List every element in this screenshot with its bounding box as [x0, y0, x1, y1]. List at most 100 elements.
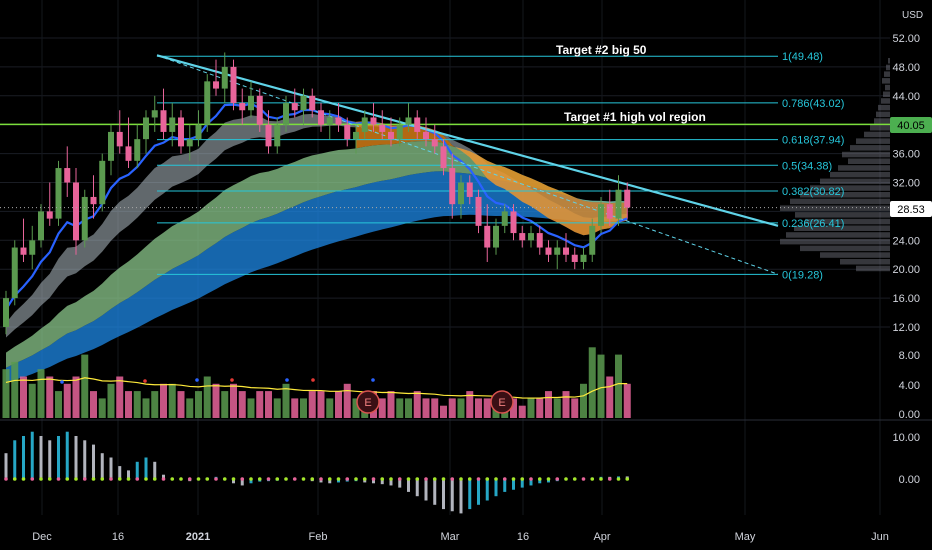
volume-profile-bar	[800, 245, 890, 252]
main-trendline	[156, 54, 779, 227]
volume-bar	[107, 383, 115, 418]
candle-body	[221, 66, 228, 89]
fib-level-label: 0.786(43.02)	[782, 98, 844, 110]
candle-body	[256, 95, 263, 125]
volume-bar	[553, 398, 561, 418]
volume-bar	[518, 405, 526, 418]
zero-dot	[109, 477, 113, 481]
earnings-marker-label: E	[498, 397, 505, 409]
candle-body	[55, 168, 62, 219]
price-tick-label: 24.00	[892, 235, 920, 247]
volume-profile-bar	[886, 64, 890, 71]
volume-bar	[387, 391, 395, 418]
zero-dot	[126, 477, 131, 481]
volume-bar	[282, 383, 290, 418]
volume-bar	[597, 354, 605, 418]
zero-dot	[275, 477, 280, 481]
volume-bar	[28, 383, 36, 418]
volume-bar	[422, 398, 430, 418]
zero-dot	[529, 477, 533, 481]
fib-level-label: 0.236(26.41)	[782, 218, 844, 230]
candle-body	[423, 131, 429, 140]
zero-dot	[354, 477, 358, 481]
volume-bar	[195, 391, 202, 418]
candle-body	[501, 211, 508, 226]
trendline	[156, 54, 779, 275]
currency-label[interactable]: USD	[902, 10, 923, 21]
zero-dot	[12, 477, 17, 481]
candle-body	[466, 182, 473, 197]
candle-body	[510, 211, 517, 234]
candle-body	[204, 81, 211, 125]
high-vol-price-text: 40.05	[897, 120, 925, 132]
volume-profile-bar	[864, 131, 890, 138]
time-tick-label: Apr	[593, 531, 610, 543]
volume-bar	[37, 369, 45, 418]
candle-body	[108, 131, 114, 161]
volume-profile-bar	[790, 198, 890, 205]
candle-body	[20, 247, 27, 255]
zero-dot	[520, 477, 525, 481]
candle-body	[458, 182, 464, 205]
volume-profile-bar	[794, 225, 890, 231]
zero-dot	[74, 477, 78, 481]
candle-body	[283, 103, 289, 125]
volume-bar	[221, 391, 229, 418]
price-tick-label: 48.00	[892, 62, 920, 74]
candle-body	[606, 204, 613, 219]
volume-bar	[273, 398, 281, 418]
volume-profile-bar	[882, 78, 890, 84]
volume-profile-bar	[884, 71, 890, 77]
zero-dot	[117, 477, 122, 481]
candle-body	[624, 189, 631, 208]
volume-profile-bar	[876, 111, 890, 118]
candle-body	[475, 196, 482, 226]
zero-dot	[91, 477, 96, 481]
volume-profile-bar	[856, 138, 890, 144]
volume-bar	[405, 398, 412, 418]
volume-bar	[11, 361, 19, 418]
zero-dot	[65, 477, 70, 481]
high-vol-price-badge	[890, 117, 932, 133]
volume-bar	[475, 398, 482, 418]
candle-body	[73, 182, 79, 241]
zero-dot	[485, 477, 490, 481]
candle-body	[248, 95, 254, 111]
volume-bar	[133, 391, 141, 418]
volume-profile-bar	[883, 91, 890, 97]
fib-level-label: 0.382(30.82)	[782, 186, 844, 198]
volume-bar	[300, 398, 307, 418]
volume-bar	[483, 398, 491, 418]
zero-dot	[467, 477, 472, 481]
zero-dot	[432, 477, 437, 481]
candle-body	[151, 110, 158, 118]
volume-bar	[177, 391, 185, 418]
candle-body	[414, 117, 421, 132]
candle-body	[361, 117, 368, 132]
volume-bar	[238, 391, 246, 418]
volume-bar	[317, 391, 325, 418]
volume-bar	[186, 398, 194, 418]
volume-profile-bar	[874, 118, 890, 124]
volume-bar	[230, 383, 237, 418]
volume-profile-bar	[820, 178, 890, 185]
candle-body	[186, 139, 193, 147]
candle-body	[335, 117, 342, 125]
candle-body	[615, 189, 622, 219]
signal-dot	[311, 378, 315, 382]
price-tick-label: 52.00	[892, 33, 920, 45]
zero-dot	[537, 477, 542, 481]
candle-body	[38, 211, 44, 241]
candle-body	[239, 103, 246, 111]
zero-dot	[511, 477, 516, 481]
time-tick-label: Dec	[32, 531, 52, 543]
candle-body	[493, 225, 499, 248]
time-tick-label: 2021	[186, 531, 210, 543]
signal-dot	[195, 378, 199, 382]
zero-dot	[4, 477, 8, 481]
candle-body	[46, 211, 53, 219]
zero-dot	[47, 477, 52, 481]
volume-bar	[457, 398, 465, 418]
